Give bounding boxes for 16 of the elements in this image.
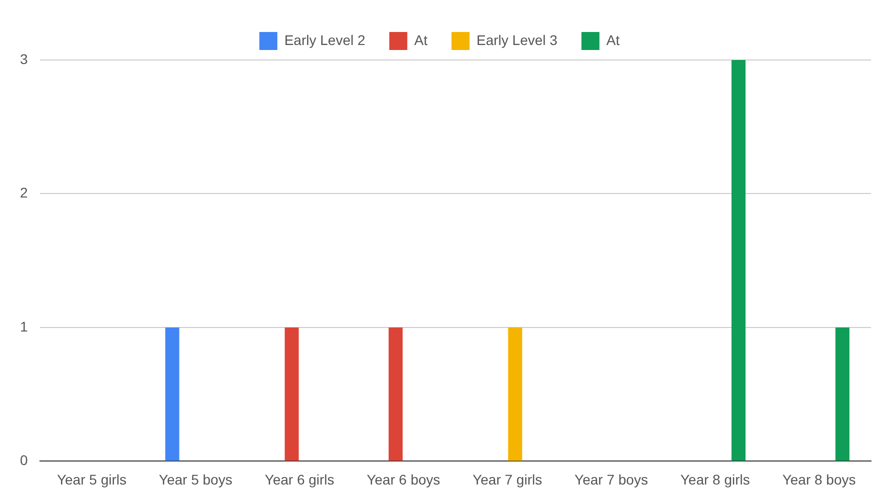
- x-tick-label: Year 8 boys: [782, 471, 856, 488]
- legend-label: Early Level 3: [476, 32, 558, 48]
- y-tick-label: 0: [20, 452, 28, 468]
- x-tick-label: Year 7 boys: [574, 471, 648, 488]
- x-tick-label: Year 8 girls: [680, 471, 750, 488]
- legend-label: Early Level 2: [284, 32, 366, 48]
- x-tick-label: Year 5 boys: [158, 471, 232, 488]
- x-tick-label: Year 6 girls: [264, 471, 334, 488]
- legend-label: At: [414, 32, 428, 48]
- y-tick-label: 3: [20, 50, 28, 67]
- y-tick-label: 1: [20, 318, 28, 334]
- legend-label: At: [606, 32, 620, 48]
- x-tick-label: Year 6 boys: [366, 471, 440, 488]
- x-tick-label: Year 7 girls: [472, 471, 542, 488]
- y-tick-label: 2: [20, 184, 28, 201]
- x-tick-label: Year 5 girls: [56, 471, 127, 488]
